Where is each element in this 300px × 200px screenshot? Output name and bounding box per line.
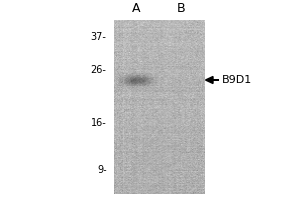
Text: A: A bbox=[132, 1, 141, 15]
Text: 26-: 26- bbox=[91, 65, 106, 75]
Text: 37-: 37- bbox=[91, 32, 106, 42]
Text: B9D1: B9D1 bbox=[222, 75, 252, 85]
FancyArrow shape bbox=[206, 76, 219, 84]
Text: B: B bbox=[177, 1, 186, 15]
Text: 9-: 9- bbox=[97, 165, 106, 175]
Text: 16-: 16- bbox=[91, 118, 106, 128]
